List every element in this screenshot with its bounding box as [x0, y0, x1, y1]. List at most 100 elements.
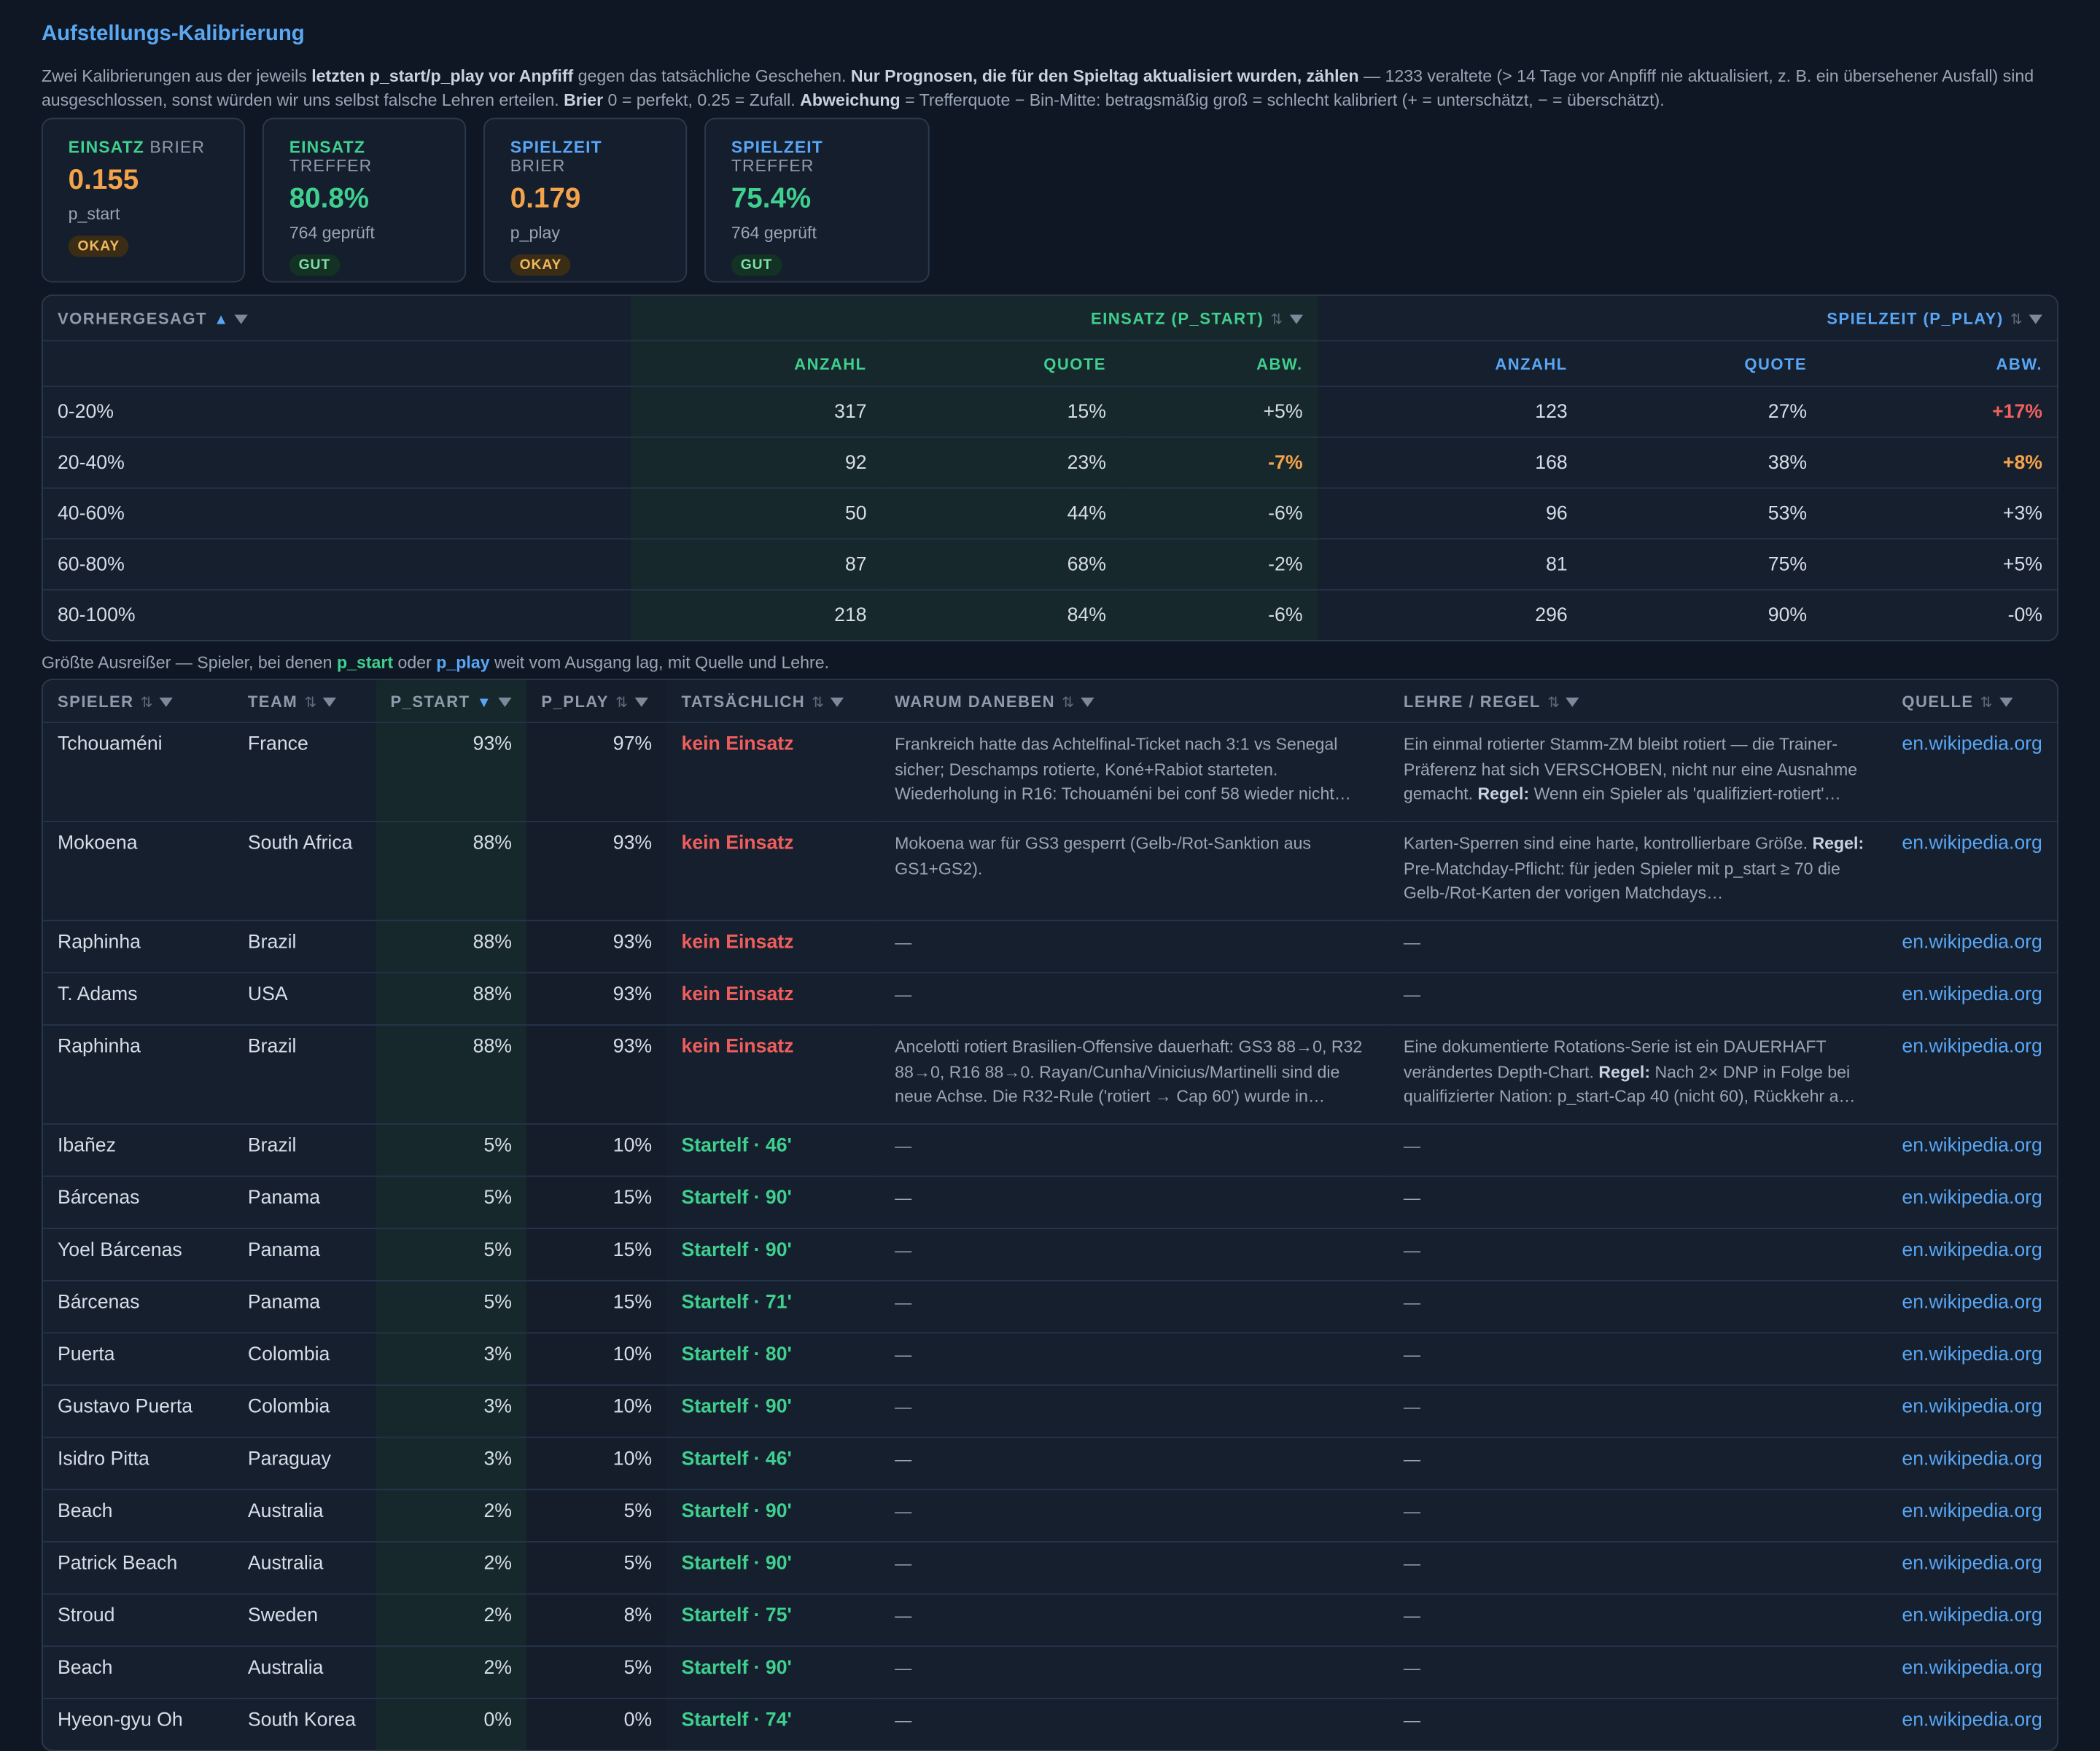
col-spieler-header[interactable]: SPIELER ⇅ [42, 680, 233, 723]
filter-icon[interactable] [831, 697, 844, 707]
header-label: SPIELER [57, 691, 134, 711]
caption-text: weit vom Ausgang lag, mit Quelle und Leh… [489, 653, 830, 673]
source-link[interactable]: en.wikipedia.org [1887, 721, 2058, 822]
source-link[interactable]: en.wikipedia.org [1887, 1228, 2058, 1281]
actual-cell: Startelf · 90' [666, 1645, 880, 1699]
source-link[interactable]: en.wikipedia.org [1887, 1279, 2058, 1333]
source-link[interactable]: en.wikipedia.org [1887, 1593, 2058, 1647]
filter-icon[interactable] [2029, 314, 2042, 324]
why-cell: — [879, 1175, 1389, 1229]
header-label: P_START [390, 691, 470, 711]
actual-cell: Startelf · 46' [666, 1123, 880, 1177]
spielzeit-deviation-cell: -0% [1821, 589, 2058, 640]
source-link[interactable]: en.wikipedia.org [1887, 1436, 2058, 1490]
team-cell: USA [233, 972, 376, 1025]
table-row: Beach Australia 2% 5% Startelf · 90' — — en.wik… [42, 1645, 2058, 1699]
table-row: Stroud Sweden 2% 8% Startelf · 75' — — en.wikip… [42, 1593, 2058, 1647]
actual-cell: Startelf · 46' [666, 1436, 880, 1490]
filter-icon[interactable] [159, 697, 173, 707]
card-rest: BRIER [510, 156, 566, 176]
source-link[interactable]: en.wikipedia.org [1887, 1541, 2058, 1594]
lesson-text: — [1403, 1188, 1421, 1208]
table-row: Hyeon-gyu Oh South Korea 0% 0% Startelf · 74… [42, 1697, 2058, 1750]
sort-icon[interactable]: ⇅ [1980, 694, 1994, 711]
filter-icon[interactable] [1566, 697, 1580, 707]
actual-cell: kein Einsatz [666, 721, 880, 822]
sort-icon[interactable]: ⇅ [140, 694, 155, 711]
source-link[interactable]: en.wikipedia.org [1887, 919, 2058, 973]
sort-icon[interactable]: ⇅ [812, 694, 825, 711]
filter-icon[interactable] [234, 314, 249, 324]
p-play-cell: 10% [526, 1436, 667, 1490]
p-start-cell: 88% [376, 919, 527, 973]
source-link[interactable]: en.wikipedia.org [1887, 1384, 2058, 1438]
filter-icon[interactable] [497, 697, 511, 707]
source-link[interactable]: en.wikipedia.org [1887, 1123, 2058, 1177]
col-lesson-header[interactable]: LEHRE / REGEL ⇅ [1388, 680, 1888, 723]
source-link[interactable]: en.wikipedia.org [1887, 972, 2058, 1025]
lesson-cell: — [1388, 1436, 1888, 1490]
outliers-caption: Größte Ausreißer — Spieler, bei denen p_… [42, 653, 2058, 672]
player-cell: T. Adams [42, 972, 233, 1025]
actual-cell: Startelf · 74' [666, 1697, 880, 1750]
why-text: — [895, 985, 912, 1005]
einsatz-deviation-cell: -7% [1121, 436, 1318, 488]
filter-icon[interactable] [1999, 697, 2012, 707]
col-team-header[interactable]: TEAM ⇅ [233, 680, 376, 723]
group-spielzeit-header[interactable]: SPIELZEIT (P_PLAY) ⇅ [1317, 295, 2058, 341]
einsatz-abw-header: ABW. [1121, 340, 1318, 386]
metric-card-spielzeit-treffer: SPIELZEIT TREFFER 75.4% 764 geprüft GUT [704, 117, 930, 283]
player-cell: Yoel Bárcenas [42, 1228, 233, 1281]
lesson-part: Ein einmal rotierter Stamm-ZM bleibt rot… [1403, 735, 1858, 804]
sort-icon[interactable]: ⇅ [2010, 311, 2024, 328]
col-predicted-header[interactable]: VORHERGESAGT ▲ [43, 296, 631, 341]
header-label: TATSÄCHLICH [681, 691, 806, 711]
source-link[interactable]: en.wikipedia.org [1887, 1024, 2058, 1124]
source-link[interactable]: en.wikipedia.org [1887, 1645, 2058, 1699]
player-cell: Tchouaméni [42, 721, 233, 822]
sort-icon[interactable]: ⇅ [1270, 311, 1284, 328]
source-link[interactable]: en.wikipedia.org [1887, 1489, 2058, 1542]
spielzeit-deviation-cell: +3% [1821, 487, 2058, 539]
source-link[interactable]: en.wikipedia.org [1887, 1697, 2058, 1750]
col-source-header[interactable]: QUELLE ⇅ [1887, 680, 2058, 723]
sort-icon[interactable]: ⇅ [304, 694, 318, 711]
source-link[interactable]: en.wikipedia.org [1887, 1332, 2058, 1386]
actual-cell: kein Einsatz [666, 820, 880, 921]
col-p-play-header[interactable]: P_PLAY ⇅ [526, 680, 667, 723]
group-einsatz-header[interactable]: EINSATZ (P_START) ⇅ [631, 295, 1318, 341]
card-rest: TREFFER [289, 156, 373, 176]
spielzeit-rate-cell: 53% [1582, 487, 1822, 539]
card-value: 80.8% [289, 183, 370, 214]
team-cell: South Korea [233, 1697, 376, 1750]
sort-icon[interactable]: ⇅ [1547, 694, 1561, 711]
einsatz-deviation-cell: +5% [1121, 385, 1318, 437]
bin-cell: 80-100% [42, 589, 631, 640]
actual-cell: kein Einsatz [666, 972, 880, 1025]
sort-desc-icon[interactable]: ▼ [476, 694, 493, 711]
p-play-cell: 8% [526, 1593, 667, 1647]
calibration-row: 40-60% 50 44% -6% 96 53% +3% [42, 487, 2058, 539]
filter-icon[interactable] [323, 697, 337, 707]
col-actual-header[interactable]: TATSÄCHLICH ⇅ [666, 680, 880, 723]
calibration-row: 20-40% 92 23% -7% 168 38% +8% [42, 436, 2058, 488]
source-link[interactable]: en.wikipedia.org [1887, 1175, 2058, 1229]
filter-icon[interactable] [634, 697, 648, 707]
spielzeit-count-cell: 96 [1317, 487, 1582, 539]
source-link[interactable]: en.wikipedia.org [1887, 820, 2058, 921]
col-p-start-header[interactable]: P_START ▼ [376, 680, 527, 723]
filter-icon[interactable] [1289, 314, 1303, 324]
lesson-part: Karten-Sperren sind eine harte, kontroll… [1403, 834, 1813, 853]
col-why-header[interactable]: WARUM DANEBEN ⇅ [879, 680, 1389, 723]
card-label: SPIELZEIT BRIER [510, 138, 661, 175]
header-label: QUELLE [1902, 691, 1974, 711]
team-cell: Brazil [233, 1123, 376, 1177]
p-start-cell: 88% [376, 1024, 527, 1124]
sort-asc-icon[interactable]: ▲ [214, 311, 230, 328]
filter-icon[interactable] [1080, 697, 1094, 707]
card-sub: p_play [510, 223, 560, 243]
sort-icon[interactable]: ⇅ [1062, 694, 1076, 711]
lesson-part: Nach 2× DNP in Folge bei qualifizierter … [1403, 1062, 1856, 1107]
header-label: P_PLAY [541, 691, 609, 711]
sort-icon[interactable]: ⇅ [615, 694, 629, 711]
